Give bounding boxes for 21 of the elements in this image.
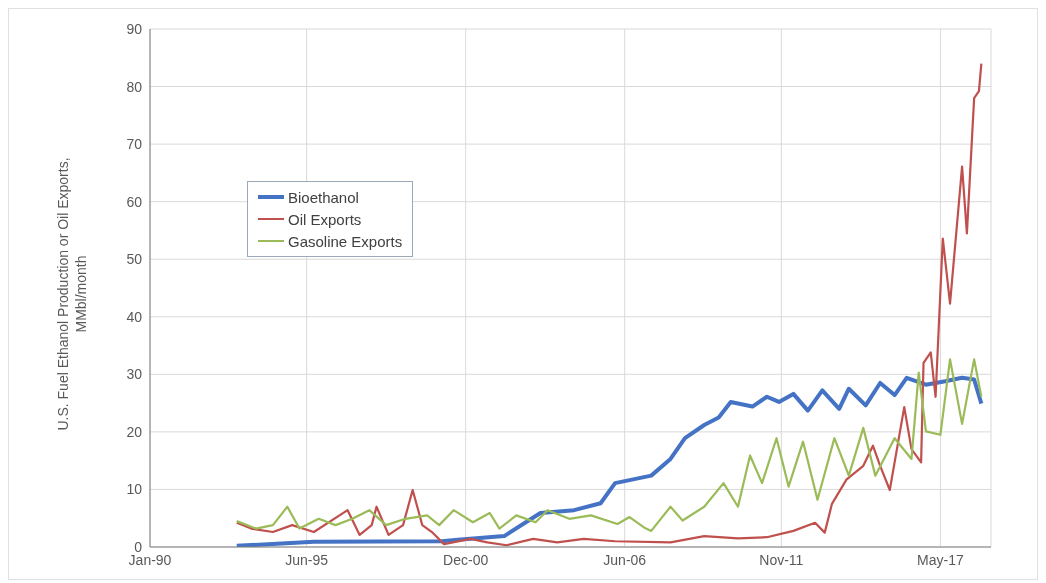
y-tick-label: 10 — [126, 481, 143, 498]
y-tick-label: 50 — [126, 251, 143, 268]
y-tick-label: 40 — [126, 308, 143, 325]
x-tick-label: Jun-95 — [285, 551, 329, 568]
line-series — [235, 358, 983, 532]
y-tick-label: 80 — [126, 78, 143, 95]
line-series — [235, 62, 983, 547]
y-tick-label: 60 — [126, 193, 143, 210]
y-tick-label: 90 — [126, 20, 143, 37]
y-tick-label: 30 — [126, 366, 143, 383]
x-tick-label: Jun-06 — [603, 551, 647, 568]
legend-label: Oil Exports — [288, 210, 362, 228]
y-tick-label: 20 — [126, 423, 143, 440]
x-tick-label: Dec-00 — [443, 551, 489, 568]
legend-label: Gasoline Exports — [288, 232, 403, 250]
x-tick-label: May-17 — [917, 551, 964, 568]
x-tick-label: Nov-11 — [759, 551, 804, 568]
line-series — [234, 375, 984, 547]
y-tick-label: 70 — [126, 136, 143, 153]
y-axis-title: U.S. Fuel Ethanol Production or Oil Exports, MMbl/month — [55, 157, 89, 431]
legend-label: Bioethanol — [288, 188, 359, 206]
